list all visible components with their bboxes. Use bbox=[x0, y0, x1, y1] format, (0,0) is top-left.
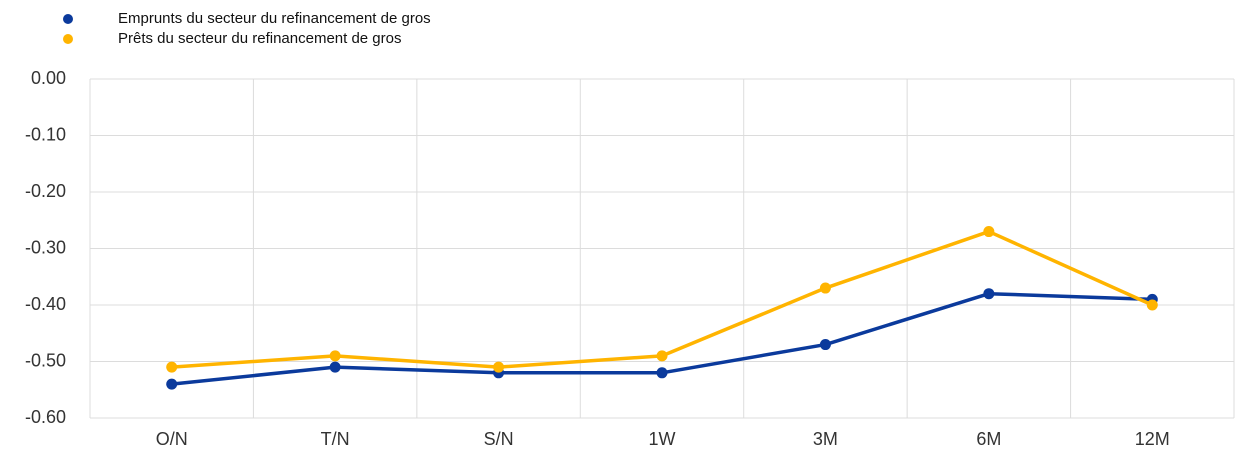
data-point bbox=[983, 226, 995, 238]
y-tick-label: -0.20 bbox=[25, 181, 66, 201]
y-tick-label: -0.40 bbox=[25, 294, 66, 314]
series-line bbox=[171, 229, 1154, 369]
legend-label: Prêts du secteur du refinancement de gro… bbox=[118, 30, 402, 47]
data-point bbox=[656, 350, 668, 362]
x-tick-label: 6M bbox=[976, 429, 1001, 449]
y-tick-label: -0.50 bbox=[25, 350, 66, 370]
x-tick-label: 1W bbox=[649, 429, 676, 449]
data-point bbox=[656, 367, 668, 379]
data-point bbox=[819, 282, 831, 294]
legend-label: Emprunts du secteur du refinancement de … bbox=[118, 10, 431, 27]
legend-marker bbox=[63, 14, 73, 24]
data-point bbox=[1146, 299, 1158, 311]
y-tick-label: 0.00 bbox=[31, 68, 66, 88]
data-point bbox=[493, 361, 505, 373]
data-point bbox=[983, 288, 995, 300]
y-tick-label: -0.60 bbox=[25, 407, 66, 427]
x-tick-label: 3M bbox=[813, 429, 838, 449]
x-tick-label: O/N bbox=[156, 429, 188, 449]
x-tick-label: 12M bbox=[1135, 429, 1170, 449]
legend-marker bbox=[63, 34, 73, 44]
data-point bbox=[819, 339, 831, 351]
data-point bbox=[166, 361, 178, 373]
data-point bbox=[329, 361, 341, 373]
x-tick-label: T/N bbox=[321, 429, 350, 449]
y-tick-label: -0.10 bbox=[25, 124, 66, 144]
y-tick-label: -0.30 bbox=[25, 237, 66, 257]
data-point bbox=[166, 378, 178, 390]
x-tick-label: S/N bbox=[484, 429, 514, 449]
data-point bbox=[329, 350, 341, 362]
